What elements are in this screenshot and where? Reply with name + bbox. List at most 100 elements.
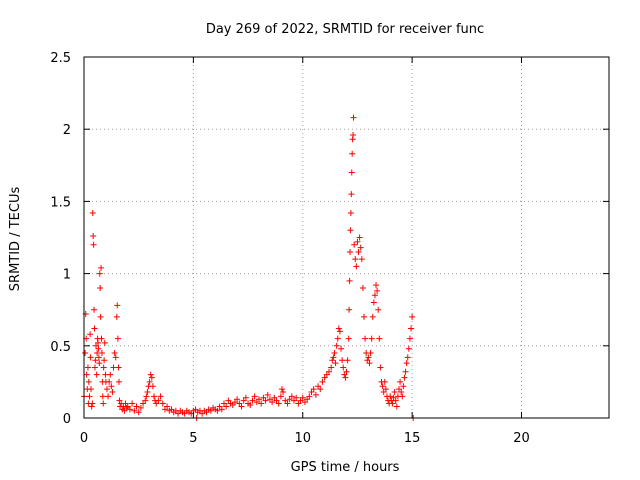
data-point <box>98 350 105 357</box>
data-point <box>293 394 300 401</box>
data-point <box>397 378 404 385</box>
data-point <box>88 403 95 410</box>
data-point <box>214 407 221 414</box>
data-point <box>105 393 112 400</box>
data-point <box>97 313 104 320</box>
data-point <box>359 285 366 292</box>
data-point <box>408 325 415 332</box>
data-point <box>98 264 105 271</box>
data-point <box>93 371 100 378</box>
data-point <box>87 331 94 338</box>
data-point <box>83 371 90 378</box>
data-point <box>349 150 356 157</box>
data-point <box>335 325 342 332</box>
data-point <box>330 354 337 361</box>
data-point <box>262 397 269 404</box>
data-point <box>90 241 97 248</box>
data-point <box>328 364 335 371</box>
data-point <box>375 306 382 313</box>
data-point <box>234 396 241 403</box>
data-point <box>356 234 363 241</box>
data-point <box>251 393 258 400</box>
data-point <box>91 306 98 313</box>
data-point <box>338 345 345 352</box>
y-tick-label: 1.5 <box>50 195 71 210</box>
data-point <box>91 325 98 332</box>
data-point <box>350 114 357 121</box>
data-point <box>247 402 254 409</box>
data-point <box>131 407 138 414</box>
data-point <box>110 364 117 371</box>
data-point <box>159 400 166 407</box>
data-point <box>256 396 262 403</box>
data-point <box>135 409 142 416</box>
data-point <box>379 383 386 390</box>
data-point <box>353 263 360 270</box>
data-point <box>108 383 115 390</box>
data-point <box>319 378 326 385</box>
data-point <box>284 400 291 407</box>
data-point <box>109 389 116 396</box>
data-point <box>88 386 94 393</box>
data-point <box>306 393 313 400</box>
data-point <box>340 364 347 371</box>
data-point <box>346 306 353 313</box>
data-point <box>238 403 245 410</box>
data-point <box>348 191 355 198</box>
data-point <box>333 342 340 349</box>
data-point <box>398 389 405 396</box>
data-point <box>347 248 353 255</box>
data-point <box>275 400 282 407</box>
data-point <box>387 393 394 400</box>
data-point <box>147 371 154 378</box>
data-point <box>361 313 367 320</box>
data-point <box>366 360 373 367</box>
chart-title: Day 269 of 2022, SRMTID for receiver fun… <box>206 22 484 37</box>
data-point <box>100 364 107 371</box>
data-point <box>264 391 271 398</box>
data-point <box>288 393 295 400</box>
data-point <box>95 354 102 361</box>
data-point <box>100 400 107 407</box>
data-point <box>123 404 130 411</box>
data-point <box>82 350 89 357</box>
data-point <box>218 406 225 413</box>
data-point <box>346 277 353 284</box>
x-tick-label: 5 <box>189 431 197 446</box>
data-point <box>96 360 103 367</box>
data-point <box>96 270 103 277</box>
data-point <box>155 397 162 404</box>
data-point <box>334 335 341 342</box>
y-tick-label: 2.5 <box>50 51 71 66</box>
data-points <box>81 114 417 421</box>
data-point <box>358 256 365 263</box>
data-point <box>336 328 343 335</box>
data-point <box>409 313 416 320</box>
data-point <box>312 391 319 398</box>
data-point <box>373 282 380 289</box>
data-point <box>377 364 384 371</box>
x-tick-label: 20 <box>513 431 530 446</box>
data-point <box>404 354 411 361</box>
data-point <box>91 364 98 371</box>
data-point <box>391 389 398 396</box>
data-point <box>331 350 338 357</box>
data-point <box>98 335 105 342</box>
data-point <box>101 339 108 346</box>
data-point <box>342 374 349 381</box>
data-point <box>115 364 122 371</box>
data-point <box>126 406 133 413</box>
data-point <box>114 302 121 309</box>
data-point <box>87 354 94 361</box>
data-point <box>146 378 153 385</box>
data-point <box>399 393 406 400</box>
data-point <box>84 364 91 371</box>
data-point <box>99 393 106 400</box>
data-point <box>343 368 350 375</box>
data-point <box>401 374 408 381</box>
data-point <box>144 389 151 396</box>
data-point <box>381 378 388 385</box>
data-point <box>164 403 171 410</box>
data-point <box>362 335 369 342</box>
